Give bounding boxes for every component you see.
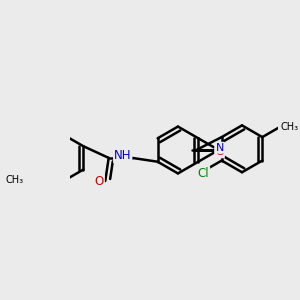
Text: NH: NH <box>114 149 131 162</box>
Text: N: N <box>215 143 224 153</box>
Text: CH₃: CH₃ <box>6 175 24 184</box>
Text: O: O <box>215 147 224 157</box>
Text: Cl: Cl <box>198 167 209 180</box>
Text: CH₃: CH₃ <box>281 122 299 132</box>
Text: O: O <box>95 175 104 188</box>
